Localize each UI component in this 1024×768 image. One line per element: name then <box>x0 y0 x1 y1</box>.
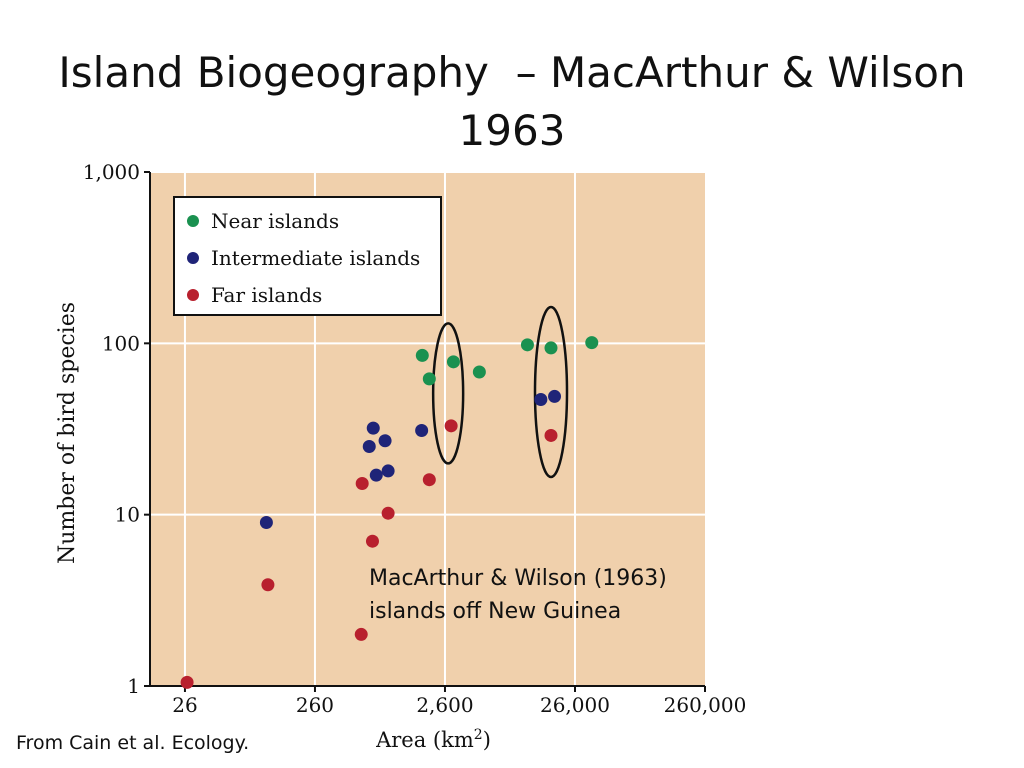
y-tick-label: 1 <box>127 674 140 698</box>
annotation-line-2: islands off New Guinea <box>369 599 621 624</box>
y-tick-label: 1,000 <box>83 160 140 184</box>
data-point <box>381 506 395 520</box>
x-tick-label: 26,000 <box>540 693 610 717</box>
y-tick-label: 100 <box>102 331 140 355</box>
highlight-ellipse <box>431 322 465 465</box>
legend-marker <box>187 252 199 264</box>
x-tick-label: 260,000 <box>664 693 747 717</box>
legend-label: Far islands <box>211 283 322 307</box>
x-axis-title: Area (km2) <box>375 727 491 752</box>
legend-label: Intermediate islands <box>211 246 420 270</box>
data-point <box>544 341 558 355</box>
slide-title-line-2: 1963 <box>458 106 566 155</box>
data-point <box>354 627 368 641</box>
data-point <box>365 534 379 548</box>
x-axis-title-text: Area (km <box>375 728 474 752</box>
x-axis-title-close: ) <box>483 728 491 752</box>
data-point <box>422 372 436 386</box>
legend-box <box>173 196 442 316</box>
data-point <box>585 336 599 350</box>
legend: Near islands Intermediate islands Far isla… <box>173 196 442 316</box>
slide-title: Island Biogeography – MacArthur & Wilson… <box>40 44 984 160</box>
data-point <box>261 578 275 592</box>
x-axis-title-superscript: 2 <box>474 727 483 743</box>
chart-annotation: MacArthur & Wilson (1963) islands off Ne… <box>369 566 667 624</box>
x-tick-label: 26 <box>172 693 197 717</box>
data-point <box>355 477 369 491</box>
data-point <box>534 393 548 407</box>
data-point <box>415 348 429 362</box>
data-point <box>369 468 383 482</box>
data-point <box>520 338 534 352</box>
data-point <box>415 423 429 437</box>
source-note: From Cain et al. Ecology. <box>16 732 250 754</box>
x-tick-label: 2,600 <box>416 693 473 717</box>
slide-title-line-1: Island Biogeography – MacArthur & Wilson <box>58 48 966 97</box>
data-point <box>544 428 558 442</box>
x-tick-label: 260 <box>296 693 334 717</box>
data-point <box>446 355 460 369</box>
axes <box>149 172 705 687</box>
data-point <box>362 439 376 453</box>
data-point <box>444 419 458 433</box>
data-point <box>548 389 562 403</box>
legend-marker <box>187 215 199 227</box>
y-axis-title: Number of bird species <box>55 302 80 564</box>
data-point <box>472 365 486 379</box>
data-point <box>259 516 273 530</box>
tick-labels: 26 260 2,600 26,000 260,000 1 10 100 1,000 <box>83 160 747 717</box>
data-point <box>422 473 436 487</box>
annotation-line-1: MacArthur & Wilson (1963) <box>369 566 667 591</box>
data-point <box>381 464 395 478</box>
data-point <box>378 434 392 448</box>
highlight-ellipses <box>431 305 569 479</box>
data-point <box>366 421 380 435</box>
legend-marker <box>187 289 199 301</box>
highlight-ellipse <box>533 305 569 479</box>
y-tick-label: 10 <box>115 503 140 527</box>
data-point <box>180 675 194 689</box>
legend-label: Near islands <box>211 209 339 233</box>
data-points <box>180 336 599 689</box>
